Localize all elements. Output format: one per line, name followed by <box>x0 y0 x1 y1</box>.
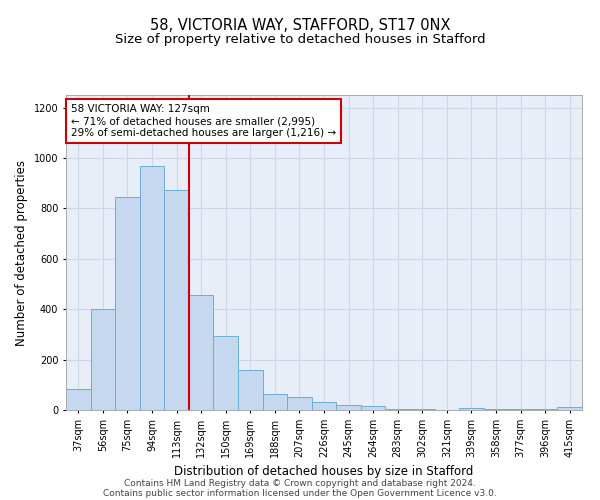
Bar <box>287 398 312 410</box>
Y-axis label: Number of detached properties: Number of detached properties <box>15 160 28 346</box>
Text: 58 VICTORIA WAY: 127sqm
← 71% of detached houses are smaller (2,995)
29% of semi: 58 VICTORIA WAY: 127sqm ← 71% of detache… <box>71 104 336 138</box>
Bar <box>385 408 410 410</box>
Bar <box>557 408 582 410</box>
Bar <box>115 197 140 410</box>
X-axis label: Distribution of detached houses by size in Stafford: Distribution of detached houses by size … <box>175 466 473 478</box>
Text: Contains public sector information licensed under the Open Government Licence v3: Contains public sector information licen… <box>103 488 497 498</box>
Bar <box>140 166 164 410</box>
Text: Size of property relative to detached houses in Stafford: Size of property relative to detached ho… <box>115 32 485 46</box>
Bar <box>263 394 287 410</box>
Bar <box>312 402 336 410</box>
Bar <box>189 296 214 410</box>
Bar <box>91 309 115 410</box>
Bar <box>164 190 189 410</box>
Text: Contains HM Land Registry data © Crown copyright and database right 2024.: Contains HM Land Registry data © Crown c… <box>124 478 476 488</box>
Bar <box>66 388 91 410</box>
Bar <box>361 406 385 410</box>
Bar <box>410 408 434 410</box>
Bar <box>214 336 238 410</box>
Bar <box>238 370 263 410</box>
Bar <box>459 408 484 410</box>
Text: 58, VICTORIA WAY, STAFFORD, ST17 0NX: 58, VICTORIA WAY, STAFFORD, ST17 0NX <box>150 18 450 32</box>
Bar <box>336 405 361 410</box>
